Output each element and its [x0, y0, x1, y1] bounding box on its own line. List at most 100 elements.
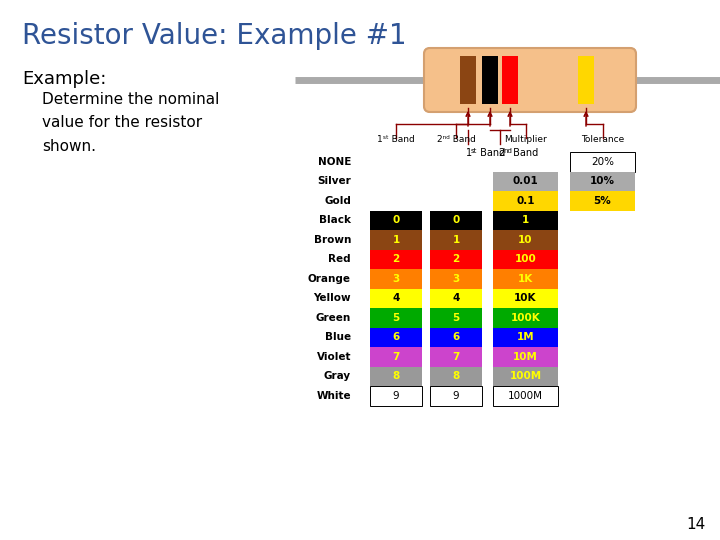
Text: Gray: Gray — [324, 372, 351, 381]
Text: 9: 9 — [453, 391, 459, 401]
Text: Red: Red — [328, 254, 351, 264]
Text: 100K: 100K — [510, 313, 541, 323]
Text: 1: 1 — [466, 148, 472, 158]
Text: 10M: 10M — [513, 352, 538, 362]
Bar — [430, 249, 482, 269]
Text: 4: 4 — [452, 293, 459, 303]
Bar — [493, 367, 558, 386]
Text: Violet: Violet — [317, 352, 351, 362]
Text: Resistor Value: Example #1: Resistor Value: Example #1 — [22, 22, 407, 50]
Text: 7: 7 — [452, 352, 459, 362]
Text: 1: 1 — [522, 215, 529, 225]
Bar — [370, 211, 422, 230]
Text: Blue: Blue — [325, 332, 351, 342]
Text: 2: 2 — [392, 254, 400, 264]
Bar — [493, 211, 558, 230]
Text: White: White — [316, 391, 351, 401]
Text: 1000M: 1000M — [508, 391, 543, 401]
FancyBboxPatch shape — [424, 48, 636, 112]
Bar — [370, 308, 422, 327]
Text: Green: Green — [316, 313, 351, 323]
Text: Band: Band — [477, 148, 505, 158]
Bar — [493, 191, 558, 211]
Bar — [430, 230, 482, 249]
Text: Yellow: Yellow — [313, 293, 351, 303]
Text: 4: 4 — [392, 293, 400, 303]
Bar — [493, 269, 558, 288]
Bar — [370, 386, 422, 406]
Bar — [493, 386, 558, 406]
Text: 9: 9 — [392, 391, 400, 401]
Text: 10: 10 — [518, 235, 533, 245]
Text: 14: 14 — [687, 517, 706, 532]
Bar — [370, 249, 422, 269]
Bar — [430, 386, 482, 406]
Text: 2: 2 — [452, 254, 459, 264]
Text: 3: 3 — [392, 274, 400, 284]
Text: 1M: 1M — [517, 332, 534, 342]
Text: 0.1: 0.1 — [516, 195, 535, 206]
Text: 5: 5 — [452, 313, 459, 323]
Text: 100M: 100M — [510, 372, 541, 381]
Bar — [493, 308, 558, 327]
Text: st: st — [471, 148, 477, 154]
Text: 0: 0 — [452, 215, 459, 225]
Bar — [493, 327, 558, 347]
Bar — [370, 327, 422, 347]
Text: 5: 5 — [392, 313, 400, 323]
Text: 0: 0 — [392, 215, 400, 225]
Text: 2: 2 — [498, 148, 504, 158]
Bar — [370, 347, 422, 367]
Text: Band: Band — [510, 148, 539, 158]
Bar — [570, 152, 635, 172]
Bar — [493, 249, 558, 269]
Text: 5%: 5% — [593, 195, 611, 206]
Text: 6: 6 — [392, 332, 400, 342]
Text: 6: 6 — [452, 332, 459, 342]
Text: 20%: 20% — [591, 157, 614, 167]
Text: Multiplier: Multiplier — [504, 135, 547, 144]
Text: NONE: NONE — [318, 157, 351, 167]
Text: 1K: 1K — [518, 274, 533, 284]
Bar — [578, 56, 594, 104]
Text: 7: 7 — [392, 352, 400, 362]
Bar — [370, 230, 422, 249]
Text: Orange: Orange — [308, 274, 351, 284]
Text: 2ⁿᵈ Band: 2ⁿᵈ Band — [436, 135, 475, 144]
Bar — [482, 56, 498, 104]
Text: 8: 8 — [452, 372, 459, 381]
Bar — [370, 367, 422, 386]
Text: Tolerance: Tolerance — [581, 135, 624, 144]
Text: Example:: Example: — [22, 70, 107, 88]
Bar — [430, 288, 482, 308]
Text: Silver: Silver — [318, 176, 351, 186]
Bar — [430, 211, 482, 230]
Bar — [493, 288, 558, 308]
Text: Brown: Brown — [314, 235, 351, 245]
Bar — [430, 308, 482, 327]
Text: 3: 3 — [452, 274, 459, 284]
Text: 1: 1 — [392, 235, 400, 245]
Text: Black: Black — [319, 215, 351, 225]
Bar — [570, 191, 635, 211]
Bar — [493, 172, 558, 191]
Text: nd: nd — [503, 148, 512, 154]
Text: 1ˢᵗ Band: 1ˢᵗ Band — [377, 135, 415, 144]
Text: 8: 8 — [392, 372, 400, 381]
Bar — [370, 269, 422, 288]
Text: 1: 1 — [452, 235, 459, 245]
Text: 100: 100 — [515, 254, 536, 264]
Text: 10K: 10K — [514, 293, 536, 303]
Bar — [430, 347, 482, 367]
Bar — [430, 327, 482, 347]
Text: 10%: 10% — [590, 176, 615, 186]
Bar — [460, 56, 476, 104]
Text: Gold: Gold — [324, 195, 351, 206]
Bar — [430, 269, 482, 288]
Bar — [493, 230, 558, 249]
Text: 0.01: 0.01 — [513, 176, 539, 186]
Bar — [570, 172, 635, 191]
Bar — [430, 367, 482, 386]
Text: Determine the nominal
value for the resistor
shown.: Determine the nominal value for the resi… — [42, 92, 220, 154]
Bar — [493, 347, 558, 367]
